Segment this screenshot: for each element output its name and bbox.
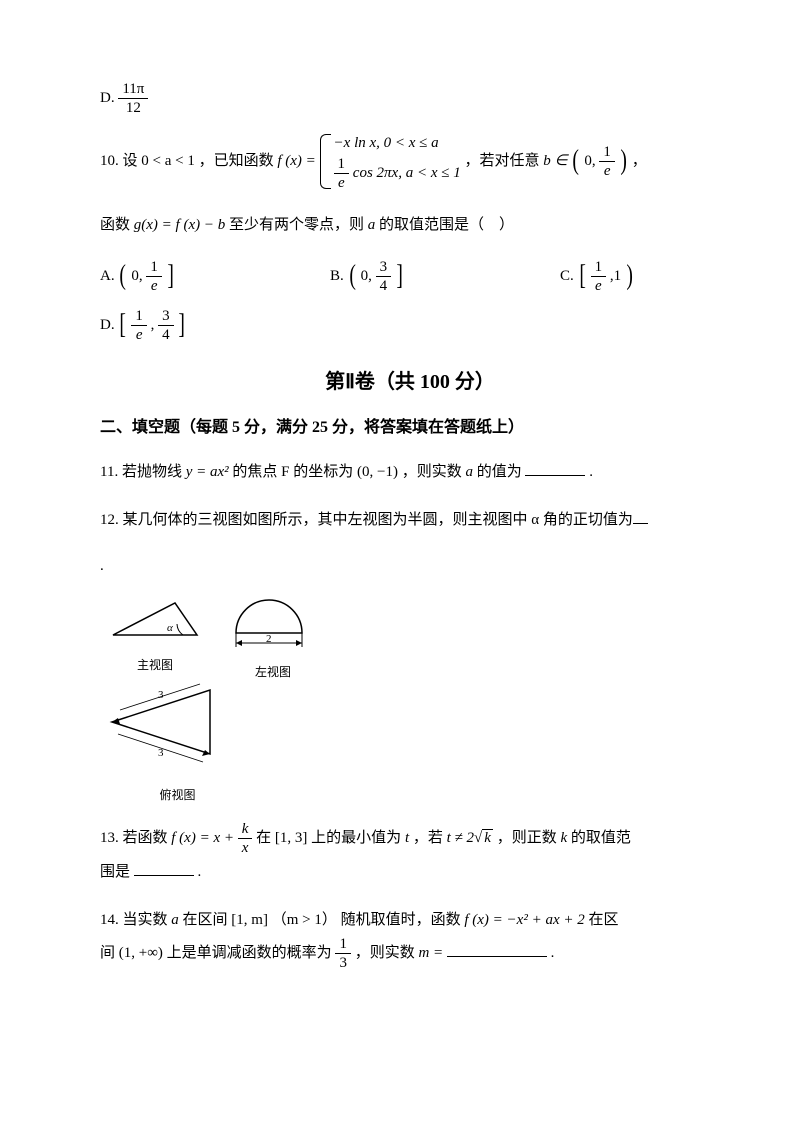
answer-blank bbox=[447, 942, 547, 957]
section-2-title: 第Ⅱ卷（共 100 分） bbox=[100, 364, 720, 400]
left-paren-icon: ( bbox=[573, 150, 580, 172]
q10-text3: ， bbox=[632, 153, 647, 169]
piecewise-function: −x ln x, 0 < x ≤ a 1 e cos 2πx, a < x ≤ … bbox=[320, 131, 461, 192]
q10-option-a: A. ( 0, 1 e ] bbox=[100, 258, 330, 295]
question-10: 10. 设 0 < a < 1 ，已知函数 f (x) = −x ln x, 0… bbox=[100, 131, 720, 192]
q9-option-d: D. 11π 12 bbox=[100, 80, 720, 117]
right-bracket-icon: ] bbox=[167, 265, 174, 287]
q12-period: . bbox=[100, 553, 720, 580]
left-view-label: 左视图 bbox=[218, 662, 328, 684]
q10-text5: 至少有两个零点，则 bbox=[229, 217, 364, 233]
top-view-triangle-icon: 3 3 bbox=[100, 680, 230, 775]
svg-text:3: 3 bbox=[158, 689, 164, 701]
question-10-line2: 函数 g(x) = f (x) − b 至少有两个零点，则 a 的取值范围是（ … bbox=[100, 210, 720, 240]
sqrt-icon: k bbox=[474, 823, 493, 853]
question-14: 14. 当实数 a 在区间 [1, m] （m > 1） 随机取值时，函数 f … bbox=[100, 905, 720, 972]
fraction: 1 e bbox=[334, 155, 350, 192]
question-11: 11. 若抛物线 y = ax² 的焦点 F 的坐标为 (0, −1) ，则实数… bbox=[100, 457, 720, 487]
q10-text2: ，若对任意 bbox=[464, 153, 539, 169]
left-bracket-icon: [ bbox=[579, 265, 586, 287]
answer-blank bbox=[633, 509, 648, 524]
answer-blank bbox=[134, 861, 194, 876]
q10-prefix: 10. 设 bbox=[100, 153, 138, 169]
q10-text1: ，已知函数 bbox=[199, 153, 274, 169]
q10-fx: f (x) = bbox=[277, 153, 315, 169]
right-bracket-icon: ] bbox=[179, 314, 186, 336]
option-label: D. bbox=[100, 90, 115, 106]
q10-gx: g(x) = f (x) − b bbox=[134, 217, 225, 233]
top-view-label: 俯视图 bbox=[125, 785, 230, 807]
right-paren-icon: ) bbox=[620, 150, 627, 172]
answer-blank bbox=[525, 461, 585, 476]
question-13: 13. 若函数 f (x) = x + k x 在 [1, 3] 上的最小值为 … bbox=[100, 820, 720, 887]
main-view-triangle-icon: α bbox=[105, 595, 205, 645]
q10-avar: a bbox=[368, 217, 376, 233]
q10-text4: 函数 bbox=[100, 217, 130, 233]
fraction: k x bbox=[238, 820, 253, 857]
q10-option-b: B. ( 0, 3 4 ] bbox=[330, 258, 560, 295]
svg-text:α: α bbox=[167, 622, 173, 634]
q10-cond: 0 < a < 1 bbox=[141, 153, 195, 169]
q10-option-c: C. [ 1 e ,1 ) bbox=[560, 258, 710, 295]
q10-options-row1: A. ( 0, 1 e ] B. ( 0, 3 4 ] C. [ 1 e bbox=[100, 258, 720, 295]
fraction: 1 3 bbox=[335, 935, 351, 972]
q10-option-d: D. [ 1 e , 3 4 ] bbox=[100, 307, 720, 344]
three-view-figure: α 主视图 2 左视图 3 3 俯视图 bbox=[100, 595, 360, 805]
interval-content: 0, 1 e bbox=[584, 143, 615, 180]
question-12: 12. 某几何体的三视图如图所示，其中左视图为半圆，则主视图中 α 角的正切值为 bbox=[100, 505, 720, 535]
q10-text6: 的取值范围是（ ） bbox=[379, 217, 514, 233]
svg-text:3: 3 bbox=[158, 747, 164, 759]
svg-text:2: 2 bbox=[266, 633, 272, 645]
left-bracket-icon: [ bbox=[120, 314, 127, 336]
main-view-label: 主视图 bbox=[105, 655, 205, 677]
q10-bin: b ∈ bbox=[543, 153, 567, 169]
right-bracket-icon: ] bbox=[396, 265, 403, 287]
left-view-semicircle-icon: 2 bbox=[218, 597, 328, 652]
fraction: 11π 12 bbox=[118, 80, 148, 117]
left-paren-icon: ( bbox=[349, 265, 356, 287]
fill-blank-title: 二、填空题（每题 5 分，满分 25 分，将答案填在答题纸上） bbox=[100, 414, 720, 443]
right-paren-icon: ) bbox=[626, 265, 633, 287]
left-paren-icon: ( bbox=[120, 265, 127, 287]
